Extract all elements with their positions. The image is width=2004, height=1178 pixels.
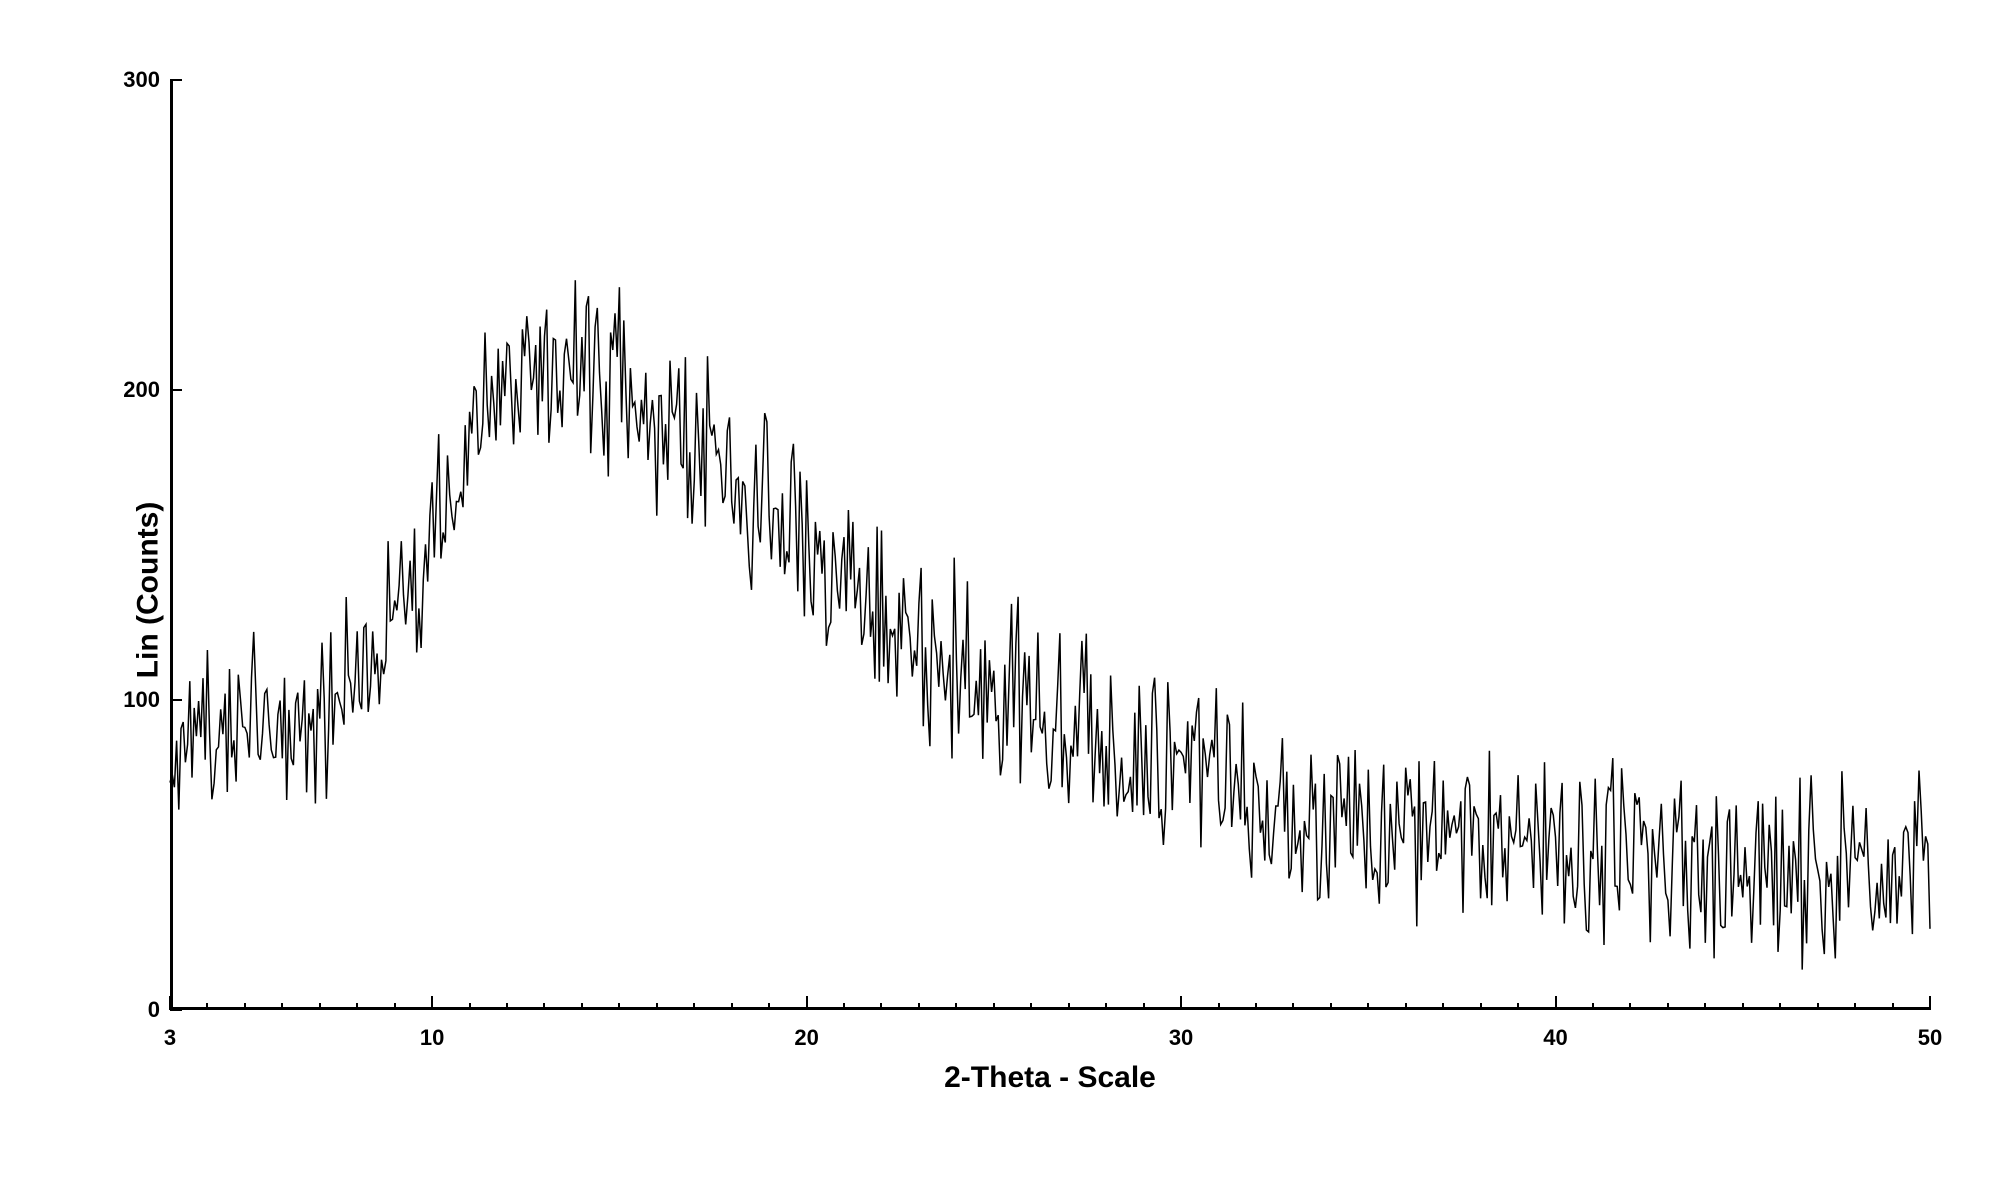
x-tick-label: 30 (1169, 1025, 1193, 1051)
x-minor-tick (1143, 1003, 1145, 1010)
x-tick-label: 20 (794, 1025, 818, 1051)
x-minor-tick (618, 1003, 620, 1010)
x-minor-tick (1105, 1003, 1107, 1010)
x-minor-tick (206, 1003, 208, 1010)
x-tick-label: 50 (1918, 1025, 1942, 1051)
x-minor-tick (1068, 1003, 1070, 1010)
x-minor-tick (281, 1003, 283, 1010)
x-minor-tick (319, 1003, 321, 1010)
x-minor-tick (768, 1003, 770, 1010)
x-minor-tick (356, 1003, 358, 1010)
x-minor-tick (394, 1003, 396, 1010)
y-axis-label: Lin (Counts) (131, 502, 165, 679)
x-tick-label: 40 (1543, 1025, 1567, 1051)
x-minor-tick (1030, 1003, 1032, 1010)
x-minor-tick (1779, 1003, 1781, 1010)
x-minor-tick (469, 1003, 471, 1010)
x-tick-label: 3 (164, 1025, 176, 1051)
x-minor-tick (1742, 1003, 1744, 1010)
y-tick (170, 79, 182, 81)
y-tick-label: 0 (148, 997, 160, 1023)
x-minor-tick (581, 1003, 583, 1010)
x-minor-tick (1667, 1003, 1669, 1010)
y-tick-label: 200 (123, 377, 160, 403)
x-minor-tick (1480, 1003, 1482, 1010)
y-tick-label: 300 (123, 67, 160, 93)
x-tick-label: 10 (420, 1025, 444, 1051)
x-minor-tick (244, 1003, 246, 1010)
x-minor-tick (1854, 1003, 1856, 1010)
x-tick (1180, 996, 1182, 1010)
x-minor-tick (506, 1003, 508, 1010)
x-minor-tick (1592, 1003, 1594, 1010)
x-minor-tick (731, 1003, 733, 1010)
x-minor-tick (1704, 1003, 1706, 1010)
x-tick (1555, 996, 1557, 1010)
x-axis-label: 2-Theta - Scale (944, 1061, 1156, 1095)
x-minor-tick (1517, 1003, 1519, 1010)
x-minor-tick (1892, 1003, 1894, 1010)
y-tick (170, 699, 182, 701)
x-minor-tick (1817, 1003, 1819, 1010)
x-minor-tick (1629, 1003, 1631, 1010)
x-minor-tick (843, 1003, 845, 1010)
x-minor-tick (955, 1003, 957, 1010)
data-svg (170, 80, 1930, 1010)
x-minor-tick (1367, 1003, 1369, 1010)
y-tick (170, 389, 182, 391)
x-minor-tick (1255, 1003, 1257, 1010)
x-minor-tick (1442, 1003, 1444, 1010)
x-minor-tick (1218, 1003, 1220, 1010)
x-minor-tick (918, 1003, 920, 1010)
x-tick (806, 996, 808, 1010)
x-minor-tick (1292, 1003, 1294, 1010)
x-tick (431, 996, 433, 1010)
x-minor-tick (993, 1003, 995, 1010)
x-tick (1929, 996, 1931, 1010)
x-minor-tick (880, 1003, 882, 1010)
x-minor-tick (656, 1003, 658, 1010)
x-minor-tick (1330, 1003, 1332, 1010)
xrd-chart-container: Lin (Counts) 2-Theta - Scale 01002003003… (100, 60, 1950, 1120)
x-minor-tick (1405, 1003, 1407, 1010)
x-minor-tick (693, 1003, 695, 1010)
y-tick-label: 100 (123, 687, 160, 713)
y-tick (170, 1009, 182, 1011)
plot-area: 2-Theta - Scale 010020030031020304050 (170, 80, 1930, 1010)
x-tick (169, 996, 171, 1010)
x-minor-tick (543, 1003, 545, 1010)
xrd-data-line (170, 280, 1930, 969)
